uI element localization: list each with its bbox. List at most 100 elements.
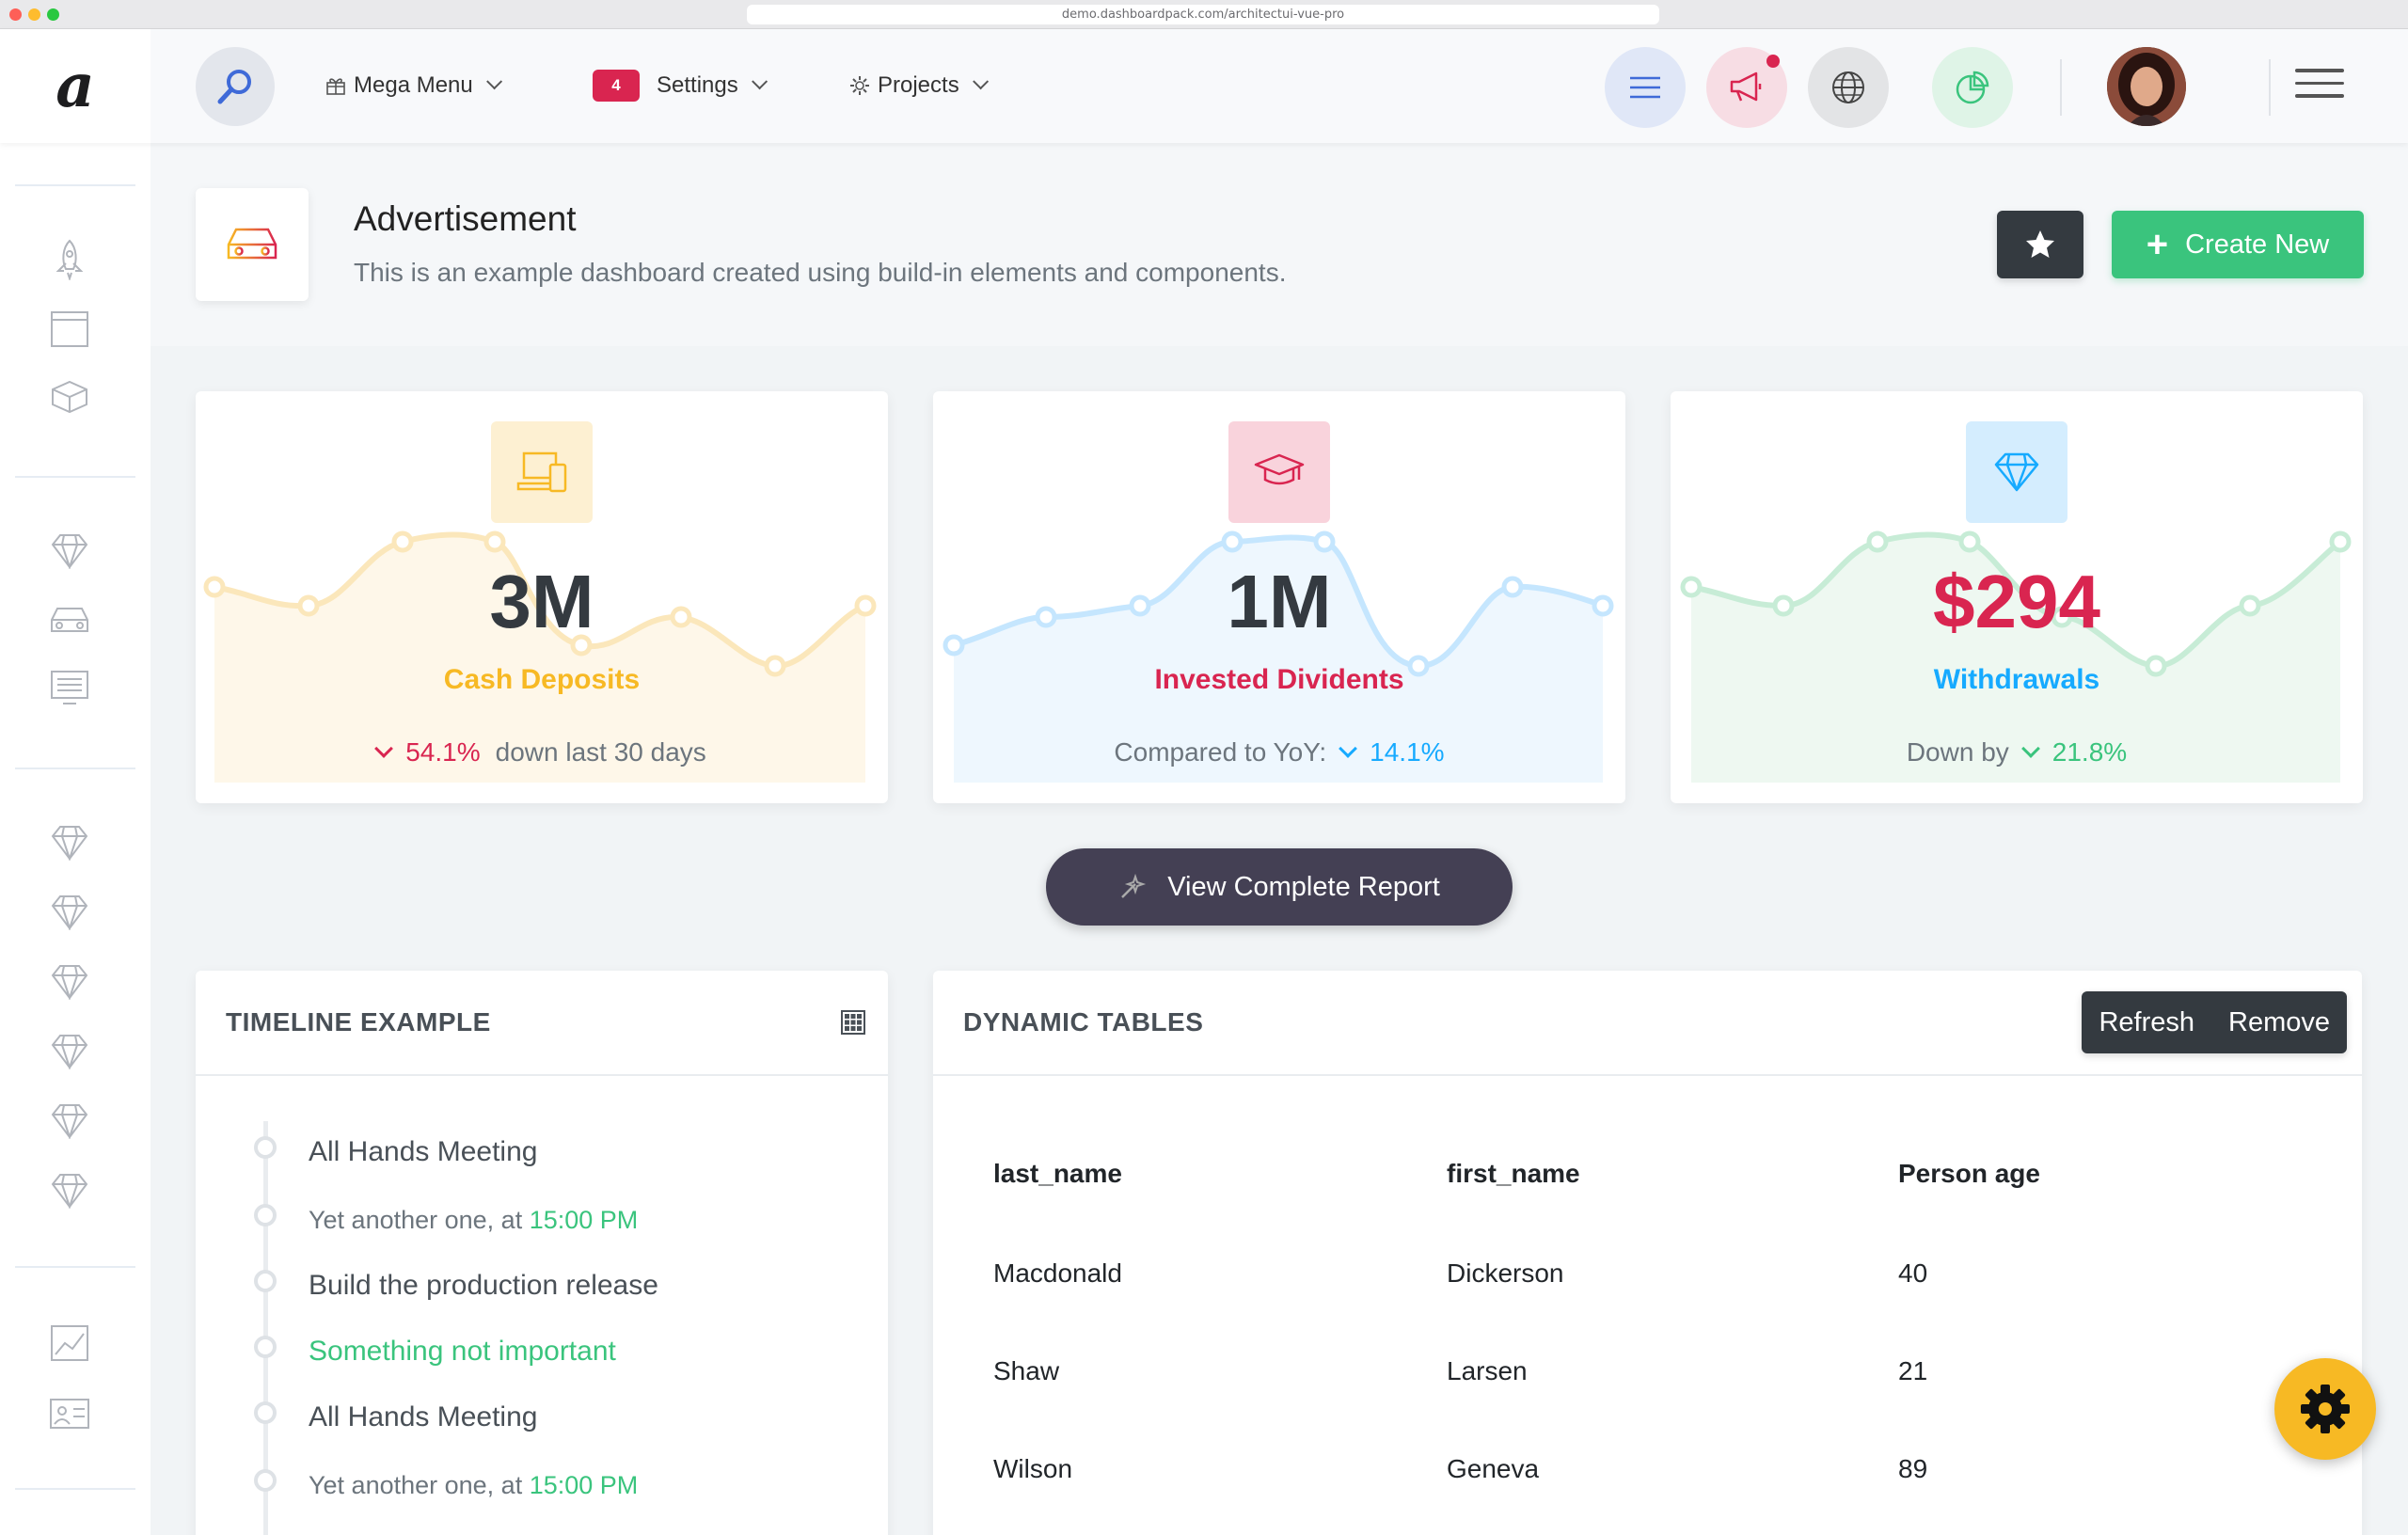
refresh-button[interactable]: Refresh: [2099, 1006, 2194, 1037]
display-icon: [51, 671, 88, 704]
table-header-row: last_name first_name Person age: [993, 1159, 2291, 1215]
grid-icon[interactable]: [841, 1010, 865, 1035]
view-report-label: View Complete Report: [1167, 871, 1440, 902]
page-subtitle: This is an example dashboard created usi…: [354, 258, 1287, 287]
column-header[interactable]: last_name: [993, 1159, 1122, 1188]
sidebar-item-browser[interactable]: [47, 307, 92, 352]
timeline-item-time: 15:00 PM: [529, 1206, 639, 1234]
table-cell: 21: [1898, 1356, 1928, 1385]
sidebar-item-id-card[interactable]: [47, 1390, 92, 1435]
timeline-item: Build the production release: [309, 1270, 658, 1301]
address-bar[interactable]: demo.dashboardpack.com/architectui-vue-p…: [747, 5, 1659, 24]
stat-suffix: down last 30 days: [495, 737, 706, 767]
app-header: a Mega Menu 4 Settings: [0, 29, 2408, 143]
car-icon: [51, 608, 88, 632]
stat-card-cash-deposits: 3M Cash Deposits 54.1% down last 30 days: [196, 391, 888, 803]
chevron-down-icon: [374, 739, 394, 758]
menu-list-button[interactable]: [1605, 47, 1686, 128]
timeline-card: TIMELINE EXAMPLE All Hands Meeting Yet a…: [196, 971, 888, 1535]
nav-projects-label: Projects: [878, 72, 959, 98]
sidebar-item-diamond-6[interactable]: [47, 1099, 92, 1144]
star-icon: [2026, 230, 2054, 258]
table-actions: Refresh Remove: [2082, 991, 2347, 1053]
diamond-icon: [51, 826, 88, 861]
stat-value: 3M: [489, 560, 594, 643]
nav-settings[interactable]: 4 Settings: [593, 67, 768, 104]
favorite-button[interactable]: [1997, 211, 2083, 278]
stat-change: 14.1%: [1370, 737, 1445, 767]
stat-value: 1M: [1227, 560, 1332, 643]
maximize-window-button[interactable]: [47, 8, 59, 21]
table-row[interactable]: Shaw Larsen 21: [993, 1356, 2291, 1413]
sidebar-item-diamond-5[interactable]: [47, 1029, 92, 1074]
chevron-down-icon: [751, 73, 768, 90]
timeline-dot: [254, 1204, 277, 1226]
sidebar-divider: [15, 1266, 135, 1268]
timeline-item: Yet another one, at 15:00 PM: [309, 1206, 638, 1235]
sidebar-item-diamond-7[interactable]: [47, 1168, 92, 1213]
sidebar-item-car[interactable]: [47, 598, 92, 643]
timeline-dot: [254, 1270, 277, 1292]
remove-button[interactable]: Remove: [2228, 1006, 2330, 1037]
create-new-button[interactable]: + Create New: [2112, 211, 2364, 278]
view-complete-report-button[interactable]: View Complete Report: [1046, 848, 1513, 926]
header-divider: [2269, 59, 2271, 116]
table-row[interactable]: Macdonald Dickerson 40: [993, 1258, 2291, 1315]
nav-projects[interactable]: Projects: [849, 67, 989, 104]
stat-label: Invested Dividents: [1154, 664, 1404, 695]
sidebar-item-charts[interactable]: [47, 1321, 92, 1366]
sidebar-item-diamond-3[interactable]: [47, 890, 92, 935]
stat-icon-box: [1228, 421, 1330, 523]
hamburger-menu-button[interactable]: [2295, 69, 2344, 103]
megaphone-icon: [1730, 71, 1762, 102]
sidebar-item-display[interactable]: [47, 666, 92, 711]
theme-settings-button[interactable]: [2274, 1358, 2376, 1460]
search-button[interactable]: [196, 47, 275, 126]
nav-mega-menu[interactable]: Mega Menu: [325, 67, 502, 104]
stat-label: Withdrawals: [1933, 664, 2100, 695]
language-button[interactable]: [1808, 47, 1889, 128]
sidebar: [0, 143, 150, 1535]
stat-icon-box: [1966, 421, 2067, 523]
logo-box[interactable]: a: [0, 29, 150, 143]
table-row[interactable]: Wilson Geneva 89: [993, 1454, 2291, 1511]
tables-card-header: DYNAMIC TABLES: [933, 971, 2362, 1076]
nav-mega-menu-label: Mega Menu: [354, 72, 473, 98]
timeline-card-header: TIMELINE EXAMPLE: [196, 971, 888, 1076]
stat-change: 54.1%: [405, 737, 481, 767]
sidebar-item-rocket[interactable]: [47, 237, 92, 282]
timeline-item: Something not important: [309, 1336, 616, 1367]
magic-wand-icon: [1121, 873, 1147, 898]
stat-prefix: Compared to YoY:: [1114, 737, 1327, 767]
sidebar-item-diamond-1[interactable]: [47, 529, 92, 574]
table-cell: 89: [1898, 1454, 1928, 1483]
timeline-item-time: 15:00 PM: [529, 1471, 639, 1499]
sidebar-item-components[interactable]: [47, 374, 92, 419]
close-window-button[interactable]: [9, 8, 22, 21]
sidebar-divider: [15, 768, 135, 769]
tables-title: DYNAMIC TABLES: [963, 1007, 1204, 1037]
column-header[interactable]: first_name: [1447, 1159, 1580, 1188]
reports-button[interactable]: [1932, 47, 2013, 128]
sidebar-item-diamond-2[interactable]: [47, 820, 92, 865]
minimize-window-button[interactable]: [28, 8, 40, 21]
diamond-icon: [51, 534, 88, 569]
timeline-dot: [254, 1401, 277, 1424]
timeline-item: All Hands Meeting: [309, 1136, 538, 1167]
gift-icon: [326, 78, 345, 95]
stat-label: Cash Deposits: [443, 664, 641, 695]
chevron-down-icon: [1339, 739, 1358, 758]
user-photo-icon: [2107, 47, 2186, 126]
stat-prefix: Down by: [1906, 737, 2009, 767]
sidebar-item-diamond-4[interactable]: [47, 959, 92, 1005]
stat-change: 21.8%: [2052, 737, 2128, 767]
stat-footer: Compared to YoY: 14.1%: [933, 737, 1625, 768]
create-new-label: Create New: [2185, 229, 2330, 260]
notifications-button[interactable]: [1706, 47, 1787, 128]
stat-value: $294: [1933, 560, 2100, 643]
settings-badge: 4: [593, 70, 640, 102]
column-header[interactable]: Person age: [1898, 1159, 2040, 1188]
logo: a: [55, 51, 95, 121]
avatar[interactable]: [2107, 47, 2186, 126]
dynamic-tables-card: DYNAMIC TABLES Refresh Remove last_name …: [933, 971, 2362, 1535]
